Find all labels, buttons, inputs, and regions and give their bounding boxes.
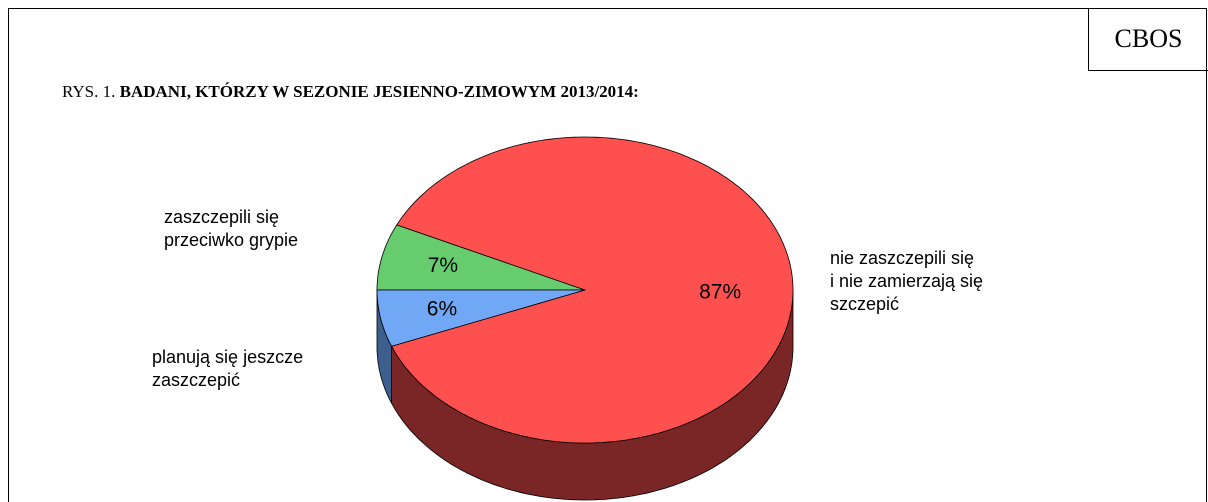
chart-title: BADANI, KTÓRZY W SEZONIE JESIENNO-ZIMOWY… bbox=[119, 82, 639, 101]
frame bbox=[8, 8, 1207, 502]
value-label: 7% bbox=[428, 254, 458, 277]
category-label: planują się jeszcze zaszczepić bbox=[152, 347, 304, 390]
figure-label: RYS. 1. bbox=[62, 82, 116, 101]
value-label: 6% bbox=[427, 298, 457, 321]
value-label: 87% bbox=[699, 281, 741, 304]
source: CBOS bbox=[1114, 24, 1183, 53]
pie-slice bbox=[391, 136, 794, 444]
pie-slice bbox=[376, 224, 586, 291]
category-label: nie zaszczepili się i nie zamierzają się… bbox=[830, 248, 984, 314]
source-box: CBOS bbox=[1088, 8, 1208, 71]
category-label: zaszczepili się przeciwko grypie bbox=[164, 207, 299, 250]
pie-slice bbox=[376, 289, 586, 347]
title-row: RYS. 1. BADANI, KTÓRZY W SEZONIE JESIENN… bbox=[62, 82, 639, 102]
